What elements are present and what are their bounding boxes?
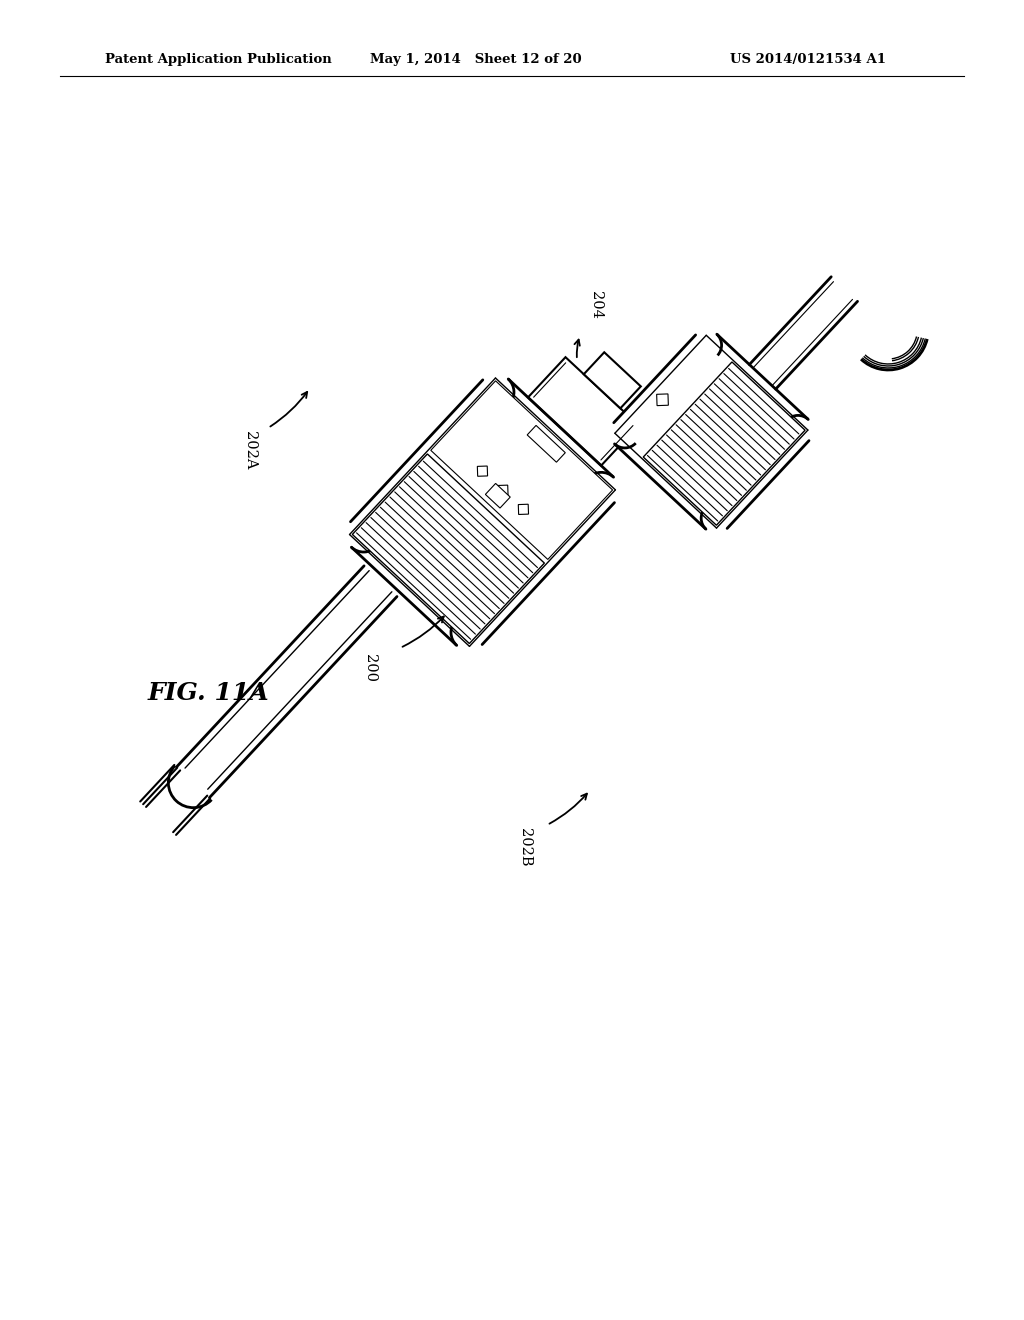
Text: May 1, 2014   Sheet 12 of 20: May 1, 2014 Sheet 12 of 20 xyxy=(370,54,582,66)
Polygon shape xyxy=(498,486,508,495)
Polygon shape xyxy=(528,358,639,466)
Text: 204: 204 xyxy=(589,292,603,319)
Polygon shape xyxy=(176,566,397,797)
Polygon shape xyxy=(338,367,627,657)
Polygon shape xyxy=(584,352,641,408)
Polygon shape xyxy=(527,425,565,462)
Polygon shape xyxy=(477,466,487,477)
Polygon shape xyxy=(518,504,528,515)
Polygon shape xyxy=(352,454,545,644)
Text: 202B: 202B xyxy=(518,828,532,866)
Text: Patent Application Publication: Patent Application Publication xyxy=(105,54,332,66)
Text: 202A: 202A xyxy=(243,430,257,469)
Polygon shape xyxy=(158,764,211,817)
Polygon shape xyxy=(485,483,510,508)
Text: US 2014/0121534 A1: US 2014/0121534 A1 xyxy=(730,54,886,66)
Polygon shape xyxy=(656,393,669,405)
Polygon shape xyxy=(603,323,819,540)
Polygon shape xyxy=(643,362,805,525)
Text: FIG. 11A: FIG. 11A xyxy=(148,681,269,705)
Polygon shape xyxy=(750,277,857,389)
Polygon shape xyxy=(431,381,612,560)
Text: 200: 200 xyxy=(362,653,377,682)
